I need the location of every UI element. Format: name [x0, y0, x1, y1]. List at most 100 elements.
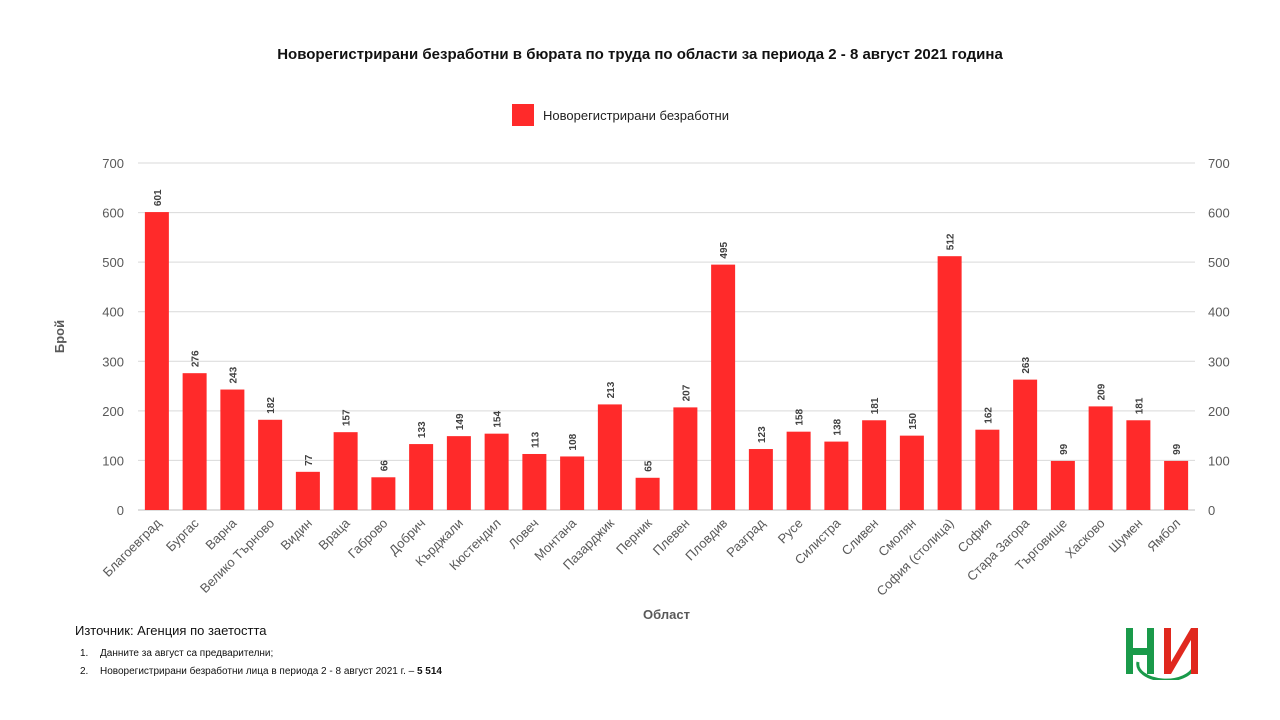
footnote-number: 2.	[80, 666, 89, 677]
bar-20	[862, 420, 887, 510]
data-label: 182	[266, 397, 277, 414]
data-label: 601	[153, 189, 164, 206]
footnote-text: Новорегистрирани безработни лица в перио…	[100, 666, 417, 677]
bar-11	[522, 453, 547, 510]
bar-6	[333, 432, 358, 510]
data-label: 65	[644, 460, 655, 472]
data-label: 162	[983, 407, 994, 424]
y-tick-label: 0	[117, 503, 124, 518]
data-label: 99	[1172, 443, 1183, 455]
data-label: 108	[568, 433, 579, 450]
bar-8	[409, 444, 434, 510]
bar-27	[1126, 420, 1151, 510]
x-tick-label: Ямбол	[1144, 516, 1183, 555]
y2-tick-label: 700	[1208, 156, 1230, 171]
data-label: 263	[1021, 357, 1032, 374]
footnote-total: 5 514	[416, 666, 442, 677]
bar-13	[597, 404, 622, 510]
data-label: 276	[191, 350, 202, 367]
footnote-number: 1.	[80, 648, 89, 659]
bar-25	[1050, 460, 1075, 510]
agency-logo	[1126, 628, 1198, 680]
data-label: 243	[228, 366, 239, 383]
data-label: 207	[681, 384, 692, 401]
y-axis-title: Брой	[52, 320, 67, 353]
y2-tick-label: 500	[1208, 255, 1230, 270]
bar-17	[748, 449, 773, 510]
data-label: 66	[379, 460, 390, 472]
data-label: 512	[946, 233, 957, 250]
x-tick-label: Благоевград	[100, 515, 165, 580]
bar-19	[824, 441, 849, 510]
legend: Новорегистрирани безработни	[512, 104, 729, 126]
footnote-text: Данните за август са предварителни;	[100, 648, 274, 659]
bar-4	[258, 419, 283, 510]
bar-26	[1088, 406, 1113, 510]
footnote-item: 1. Данните за август са предварителни;	[80, 645, 442, 663]
x-tick-label: Хасково	[1062, 516, 1108, 562]
x-tick-label: Пловдив	[682, 515, 730, 563]
x-tick-label: Габрово	[345, 516, 391, 562]
logo-letter-i-stem	[1191, 628, 1198, 674]
logo-arc	[1136, 661, 1196, 680]
data-label: 158	[795, 409, 806, 426]
x-tick-label: Бургас	[163, 515, 202, 554]
data-label: 123	[757, 426, 768, 443]
y-tick-label: 400	[102, 305, 124, 320]
data-label: 154	[493, 411, 504, 428]
bar-9	[446, 436, 471, 510]
y-tick-label: 100	[102, 453, 124, 468]
bar-7	[371, 477, 396, 510]
bar-18	[786, 431, 811, 510]
chart-title: Новорегистрирани безработни в бюрата по …	[277, 46, 1003, 63]
logo-letter-n-bar	[1126, 648, 1154, 655]
y2-tick-label: 100	[1208, 453, 1230, 468]
bar-12	[560, 456, 585, 510]
x-tick-label: Ловеч	[505, 516, 541, 552]
y2-tick-label: 0	[1208, 503, 1215, 518]
source-note: Източник: Агенция по заетостта	[75, 623, 267, 638]
bar-23	[975, 429, 1000, 510]
footnotes: 1. Данните за август са предварителни; 2.…	[80, 645, 442, 681]
bar-14	[635, 477, 660, 510]
y-tick-label: 600	[102, 206, 124, 221]
y-tick-label: 700	[102, 156, 124, 171]
logo-letter-i-diagonal	[1164, 628, 1198, 674]
data-label: 113	[530, 431, 541, 448]
data-label: 77	[304, 454, 315, 466]
data-label: 133	[417, 421, 428, 438]
y2-tick-label: 600	[1208, 206, 1230, 221]
legend-label: Новорегистрирани безработни	[543, 107, 729, 123]
y2-tick-label: 200	[1208, 404, 1230, 419]
x-tick-label: Шумен	[1105, 516, 1145, 556]
bar-24	[1013, 379, 1038, 510]
footnote-item: 2. Новорегистрирани безработни лица в пер…	[80, 663, 442, 681]
x-tick-label: Перник	[613, 515, 655, 557]
data-label: 213	[606, 381, 617, 398]
data-label: 99	[1059, 443, 1070, 455]
x-tick-label: Видин	[278, 516, 315, 553]
x-tick-label: Русе	[775, 516, 806, 547]
data-label: 495	[719, 241, 730, 258]
logo-letter-i-stem	[1164, 628, 1171, 674]
data-label: 181	[1134, 397, 1145, 414]
bar-21	[899, 435, 924, 510]
data-label: 209	[1097, 383, 1108, 400]
bar-28	[1164, 460, 1189, 510]
data-label: 157	[342, 409, 353, 426]
x-tick-label: Сливен	[839, 516, 882, 559]
legend-swatch	[512, 104, 534, 126]
bar-2	[182, 373, 207, 510]
y-tick-label: 500	[102, 255, 124, 270]
bar-3	[220, 389, 245, 510]
data-label: 150	[908, 413, 919, 430]
y2-tick-label: 400	[1208, 305, 1230, 320]
bar-5	[295, 471, 320, 510]
data-label: 149	[455, 413, 466, 430]
y-tick-label: 300	[102, 354, 124, 369]
bar-chart: 0 0 100 100 200 200 300 300 400 400 500 500 600 600 70…	[52, 156, 1230, 620]
y2-tick-label: 300	[1208, 354, 1230, 369]
x-tick-label: Разград	[723, 515, 768, 560]
bar-22	[937, 256, 962, 510]
data-label: 138	[832, 418, 843, 435]
